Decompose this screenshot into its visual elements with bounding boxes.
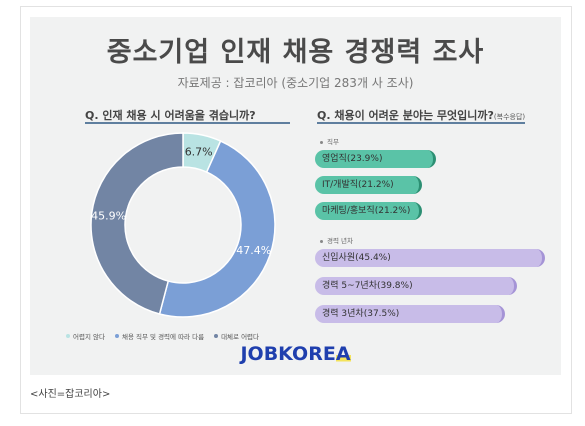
legend-swatch-icon	[214, 334, 219, 338]
photo-caption: <사진=잡코리아>	[30, 389, 111, 400]
legend-mostly-difficult-text: 대체로 어렵다	[221, 333, 260, 341]
infographic-title: 중소기업 인재 채용 경쟁력 조사	[106, 37, 485, 68]
bar-new-hire-label: 신입사원(45.4%)	[322, 253, 391, 263]
legend-swatch-icon	[114, 334, 119, 338]
legend-depends: 채용 직무 및 경력에 따라 다름	[114, 331, 205, 341]
legend-mostly-difficult: 대체로 어렵다	[214, 331, 259, 341]
section-bullet-icon	[320, 140, 323, 144]
section-bullet-icon	[320, 239, 323, 243]
bar-it-dev-label: IT/개발직(21.2%)	[322, 180, 394, 190]
question-1-underline	[85, 122, 290, 124]
logo-accent: A	[335, 343, 351, 365]
legend-not-difficult: 어렵지 않다	[66, 331, 105, 341]
question-2-title-text: Q. 채용이 어려운 분야는 무엇입니까?	[317, 109, 494, 122]
bar-marketing: 마케팅/홍보직(21.2%)	[315, 202, 422, 220]
infographic-subtitle: 자료제공 : 잡코리아 (중소기업 283개 사 조사)	[177, 76, 414, 90]
question-1-title: Q. 인재 채용 시 어려움을 겪습니까?	[85, 109, 256, 122]
bar-marketing-label: 마케팅/홍보직(21.2%)	[322, 206, 411, 216]
jobkorea-logo: JOBKOREA	[30, 343, 561, 365]
question-2-note: (복수응답)	[493, 113, 526, 121]
section-label-job-text: 직무	[327, 138, 339, 146]
logo-text: JOBKORE	[240, 343, 336, 365]
legend-depends-text: 채용 직무 및 경력에 따라 다름	[121, 333, 205, 341]
bar-new-hire: 신입사원(45.4%)	[315, 249, 545, 267]
legend-not-difficult-text: 어렵지 않다	[73, 333, 105, 341]
donut-chart: 6.7% 47.4% 45.9%	[90, 132, 276, 318]
section-label-job: 직무	[320, 136, 339, 146]
slice-depends-label: 47.4%	[236, 244, 271, 257]
section-label-career: 경력 년차	[320, 235, 353, 245]
slice-depends	[158, 140, 276, 318]
legend-swatch-icon	[66, 334, 70, 338]
slice-mostly-difficult	[90, 132, 184, 315]
bar-career-5-7: 경력 5~7년차(39.8%)	[315, 277, 517, 295]
slice-mostly-difficult-label: 45.9%	[91, 209, 126, 222]
bar-sales-label: 영업직(23.9%)	[322, 154, 383, 164]
slice-not-difficult-label: 6.7%	[185, 146, 213, 159]
bar-career-5-7-label: 경력 5~7년차(39.8%)	[322, 281, 413, 291]
bar-career-3-label: 경력 3년차(37.5%)	[322, 309, 400, 319]
bar-career-3: 경력 3년차(37.5%)	[315, 305, 505, 323]
bar-it-dev: IT/개발직(21.2%)	[315, 176, 422, 194]
section-label-career-text: 경력 년차	[327, 237, 353, 245]
infographic-card: 중소기업 인재 채용 경쟁력 조사 자료제공 : 잡코리아 (중소기업 283개…	[30, 17, 561, 375]
bar-sales: 영업직(23.9%)	[315, 150, 436, 168]
donut-legend: 어렵지 않다 채용 직무 및 경력에 따라 다름 대체로 어렵다	[66, 331, 326, 341]
question-2-underline	[317, 122, 525, 124]
question-2-title: Q. 채용이 어려운 분야는 무엇입니까?(복수응답)	[317, 107, 525, 123]
